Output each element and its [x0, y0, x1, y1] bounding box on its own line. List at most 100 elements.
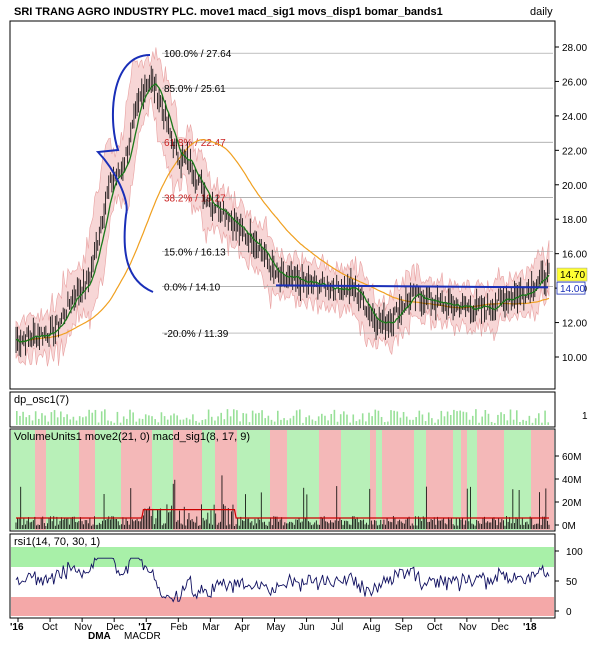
osc-bar: [151, 416, 153, 425]
rsi-overbought-zone: [11, 547, 554, 567]
osc-bar: [229, 416, 232, 425]
osc-bar: [50, 412, 53, 425]
osc-bar: [295, 410, 298, 425]
osc-bar: [314, 420, 317, 425]
osc-bar: [198, 422, 200, 425]
osc-bar: [349, 422, 351, 425]
rsi-label: rsi1(14, 70, 30, 1): [14, 536, 100, 548]
volume-tick-label: 40M: [562, 475, 581, 486]
osc-bar: [38, 418, 40, 425]
x-tick-label: Oct: [42, 622, 58, 633]
osc-bar: [431, 418, 433, 425]
sma-line: [15, 139, 550, 343]
osc-bar: [368, 412, 370, 425]
tab-macdr[interactable]: MACDR: [124, 631, 161, 642]
osc-bar: [390, 410, 392, 425]
osc-bar: [317, 416, 320, 425]
fib-label: 85.0% / 25.61: [164, 84, 226, 95]
volume-axis: 60M 40M 20M 0M: [555, 452, 581, 532]
fib-label: 61.8% / 22.47: [164, 138, 226, 149]
osc-bar: [402, 411, 405, 425]
osc-bar: [330, 413, 333, 425]
osc-bar: [122, 416, 125, 425]
osc-bar: [210, 416, 213, 425]
osc-bar: [324, 415, 326, 425]
osc-bar: [421, 414, 424, 425]
osc-bar: [531, 422, 534, 425]
x-tick-label: Dec: [106, 622, 124, 633]
osc-bar: [478, 422, 480, 425]
osc-bar: [380, 416, 383, 425]
osc-bar: [85, 416, 87, 425]
osc-bar: [449, 414, 452, 425]
fib-label: -20.0% / 11.39: [164, 329, 229, 340]
osc-bar: [453, 409, 455, 425]
osc-bar: [201, 420, 204, 425]
x-tick-label: '18: [523, 622, 537, 633]
vol-regime-stripe: [152, 430, 173, 530]
osc-bar: [110, 421, 112, 425]
osc-bar: [528, 415, 531, 425]
osc-bar: [387, 421, 389, 425]
vol-regime-stripe: [121, 430, 152, 530]
osc-bar: [365, 421, 367, 425]
osc-bar: [66, 414, 68, 425]
x-tick-label: Oct: [427, 622, 443, 633]
volume-label: VolumeUnits1 move2(21, 0) macd_sig1(8, 1…: [14, 431, 250, 443]
osc-bar: [126, 418, 128, 425]
osc-bar: [270, 419, 273, 425]
osc-bar: [107, 420, 109, 425]
osc-bar: [468, 419, 471, 425]
tab-dma[interactable]: DMA: [88, 631, 111, 642]
osc-bar: [493, 422, 496, 425]
osc-bar: [292, 415, 295, 425]
osc-bar: [427, 412, 430, 425]
osc-bar: [396, 411, 399, 425]
vol-regime-stripe: [79, 430, 95, 530]
osc-bar: [352, 414, 355, 425]
fib-label: 0.0% / 14.10: [164, 282, 221, 293]
osc-bar: [440, 410, 443, 425]
osc-bar: [299, 409, 301, 425]
vol-regime-stripe: [453, 430, 461, 530]
vol-regime-stripe: [237, 430, 270, 530]
osc-bar: [490, 421, 493, 425]
osc-bar: [176, 415, 178, 425]
osc-bar: [91, 412, 94, 425]
x-tick-label: Jul: [331, 622, 344, 633]
fib-label: 38.2% / 19.27: [164, 193, 226, 204]
volume-tick-label: 60M: [562, 452, 581, 463]
osc-bar: [160, 412, 163, 425]
price-axis: 28.00 26.00 24.00 22.00 20.00 18.00 16.00 14.00…: [555, 43, 587, 364]
osc-bar: [346, 414, 348, 425]
osc-bar: [311, 419, 314, 425]
osc-bar: [192, 414, 194, 425]
osc-bar: [487, 413, 490, 425]
price-tick-label: 24.00: [562, 112, 587, 123]
osc-layer: [16, 409, 550, 425]
osc-bar: [242, 413, 245, 425]
vol-regime-stripe: [319, 430, 341, 530]
osc-bar: [547, 422, 550, 425]
osc-bar: [393, 410, 395, 425]
osc-bar: [283, 418, 285, 425]
osc-bar: [82, 417, 84, 425]
osc-bar: [245, 413, 248, 425]
x-tick-label: Dec: [491, 622, 509, 633]
osc-bar: [31, 420, 34, 425]
osc-bar: [25, 417, 28, 425]
osc-bar: [47, 421, 50, 425]
last-price-label: 14.70: [560, 270, 585, 281]
osc-bar: [22, 411, 24, 425]
x-tick-label: May: [267, 622, 286, 633]
osc-bar: [195, 421, 197, 425]
vol-regime-stripe: [531, 430, 554, 530]
osc-bar: [497, 414, 499, 425]
osc-label: dp_osc1(7): [14, 394, 69, 406]
osc-bar: [119, 422, 122, 425]
osc-bar: [437, 419, 439, 425]
osc-bar: [475, 409, 477, 425]
vol-regime-stripe: [504, 430, 531, 530]
osc-bar: [19, 415, 21, 425]
osc-bar: [500, 412, 502, 425]
